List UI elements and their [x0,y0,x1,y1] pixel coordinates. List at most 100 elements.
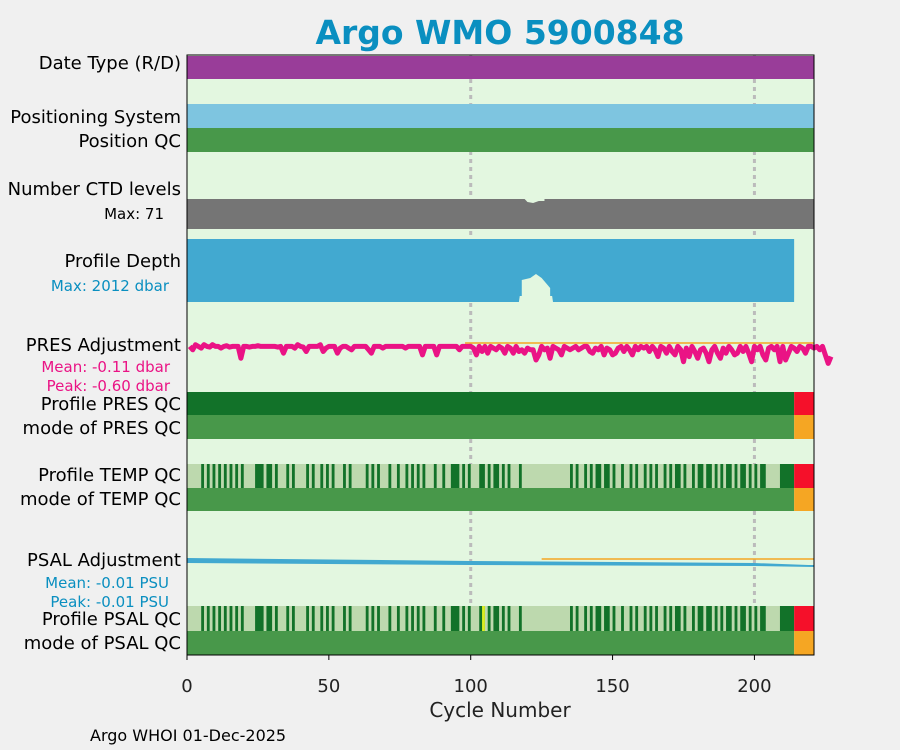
band-profile-psal-qc-segment [289,606,292,631]
band-profile-temp-qc-segment [436,464,443,488]
band-profile-psal-qc-segment [578,606,585,631]
x-tick-label: 200 [737,676,771,697]
band-profile-psal-qc-segment [694,606,698,631]
band-profile-temp-qc-segment [652,464,656,488]
band-profile-psal-qc-segment [243,606,256,631]
band-profile-psal-qc-segment [572,606,576,631]
band-profile-temp-qc-segment [578,464,585,488]
band-profile-temp-qc-segment [374,464,378,488]
label-positioning-system: Positioning System [10,107,181,128]
label-mode-pres-qc: mode of PRES QC [23,418,181,439]
plot-frame [186,54,815,656]
profile-depth-notch [521,274,551,296]
band-profile-psal-qc-segment [731,606,735,631]
band-profile-psal-qc-segment [272,606,275,631]
band-profile-psal-qc-segment [703,606,707,631]
band-profile-temp-qc-segment [751,464,755,488]
label-pres-adjustment: PRES Adjustment [26,335,181,356]
band-profile-psal-qc-segment [490,606,494,631]
profile-depth-fill [187,282,795,302]
band-profile-temp-qc-segment [419,464,423,488]
band-profile-temp-qc-tail [794,464,814,488]
band-profile-psal-qc-tail [794,606,814,631]
band-profile-psal-qc-segment [465,606,468,631]
band-profile-depth [187,239,795,296]
band-profile-psal-qc-segment [374,606,378,631]
label-date-type: Date Type (R/D) [39,53,181,74]
band-profile-temp-qc-segment [226,464,230,488]
band-profile-temp-qc-segment [445,464,451,488]
band-profile-temp-qc-segment [459,464,463,488]
band-profile-psal-qc-segment [765,606,780,631]
band-profile-temp-qc-segment [272,464,275,488]
band-profile-psal-qc-segment [314,606,321,631]
band-profile-temp-qc-segment [601,464,605,488]
band-profile-psal-qc-segment [737,606,741,631]
band-profile-temp-qc-segment [323,464,327,488]
band-profile-psal-qc-segment [666,606,670,631]
band-profile-temp-qc-segment [243,464,256,488]
x-axis-label: Cycle Number [429,698,571,722]
label-mode-psal-qc: mode of PSAL QC [24,633,181,654]
band-mode-pres-qc-tail [794,415,814,439]
band-profile-psal-qc-segment [379,606,389,631]
band-profile-temp-qc-segment [391,464,397,488]
band-profile-temp-qc-segment [277,464,287,488]
band-profile-temp-qc-segment [289,464,292,488]
band-profile-temp-qc-segment [686,464,693,488]
band-profile-temp-qc-segment [672,464,675,488]
band-profile-temp-qc-segment [379,464,389,488]
band-position-qc [187,128,814,152]
band-profile-psal-qc-segment [209,606,213,631]
band-profile-psal-qc-segment [470,606,480,631]
x-tick-label: 0 [181,676,192,697]
band-profile-temp-qc-segment [592,464,596,488]
band-profile-psal-qc-segment [419,606,423,631]
band-profile-temp-qc-segment [204,464,207,488]
label-profile-psal-qc: Profile PSAL QC [42,609,181,630]
band-profile-temp-qc-segment [572,464,576,488]
band-profile-psal-qc-segment [425,606,434,631]
band-positioning-system [187,104,814,128]
band-profile-psal-qc-segment [592,606,596,631]
band-profile-temp-qc-segment [345,464,349,488]
label-profile-depth: Profile Depth [64,251,181,272]
band-profile-temp-qc-segment [737,464,741,488]
band-profile-psal-qc-segment [521,606,571,631]
band-profile-temp-qc-segment [351,464,366,488]
band-profile-psal-qc-segment [263,606,267,631]
band-profile-psal-qc-flag [482,606,485,631]
x-axis: 0 50 100 150 200 [181,655,772,697]
band-profile-temp-qc-segment [490,464,494,488]
band-profile-temp-qc-segment [521,464,571,488]
band-profile-psal-qc-segment [238,606,241,631]
band-profile-psal-qc-segment [657,606,664,631]
band-profile-temp-qc-segment [209,464,213,488]
x-tick-label: 150 [595,676,629,697]
band-profile-psal-qc-segment [632,606,636,631]
pres-peak-label: Peak: -0.60 dbar [47,377,171,395]
band-profile-temp-qc-segment [334,464,344,488]
band-profile-temp-qc-segment [368,464,372,488]
band-profile-temp-qc-segment [615,464,622,488]
band-profile-temp-qc-segment [187,464,202,488]
band-profile-temp-qc-segment [465,464,468,488]
band-profile-temp-qc-segment [745,464,749,488]
band-profile-psal-qc-segment [187,606,202,631]
band-profile-temp-qc-segment [657,464,664,488]
band-profile-psal-qc-segment [368,606,372,631]
band-profile-temp-qc-segment [499,464,502,488]
band-mode-pres-qc [187,415,795,439]
band-profile-psal-qc-segment [232,606,236,631]
band-profile-psal-qc-segment [646,606,650,631]
band-profile-temp-qc-segment [308,464,312,488]
band-profile-psal-qc-segment [277,606,287,631]
data-bands [187,56,834,655]
band-profile-temp-qc-segment [717,464,721,488]
band-profile-temp-qc-segment [215,464,219,488]
band-profile-psal-qc-segment [221,606,224,631]
band-profile-temp-qc-segment [703,464,707,488]
band-profile-temp-qc-segment [221,464,224,488]
label-profile-pres-qc: Profile PRES QC [41,394,181,415]
band-mode-psal-qc [187,631,795,655]
